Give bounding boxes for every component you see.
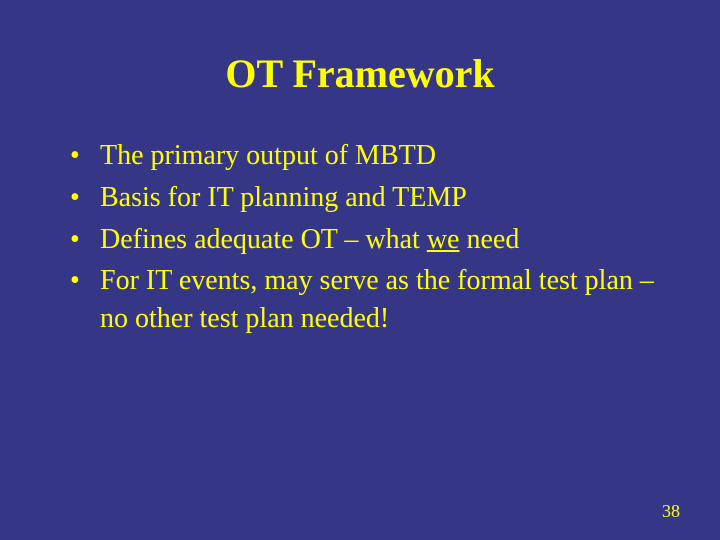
list-item: For IT events, may serve as the formal t… [70, 262, 670, 338]
bullet-text-underlined: we [427, 224, 460, 255]
bullet-text: need [459, 224, 519, 255]
slide-title: OT Framework [50, 50, 670, 97]
bullet-text: Basis for IT planning and TEMP [100, 182, 467, 213]
slide: OT Framework The primary output of MBTD … [0, 0, 720, 540]
bullet-text: The primary output of MBTD [100, 140, 436, 171]
bullet-list: The primary output of MBTD Basis for IT … [50, 137, 670, 338]
list-item: The primary output of MBTD [70, 137, 670, 175]
bullet-text: For IT events, may serve as the formal t… [100, 265, 654, 334]
bullet-text: Defines adequate OT – what [100, 224, 427, 255]
list-item: Defines adequate OT – what we need [70, 221, 670, 259]
page-number: 38 [662, 501, 680, 522]
list-item: Basis for IT planning and TEMP [70, 179, 670, 217]
